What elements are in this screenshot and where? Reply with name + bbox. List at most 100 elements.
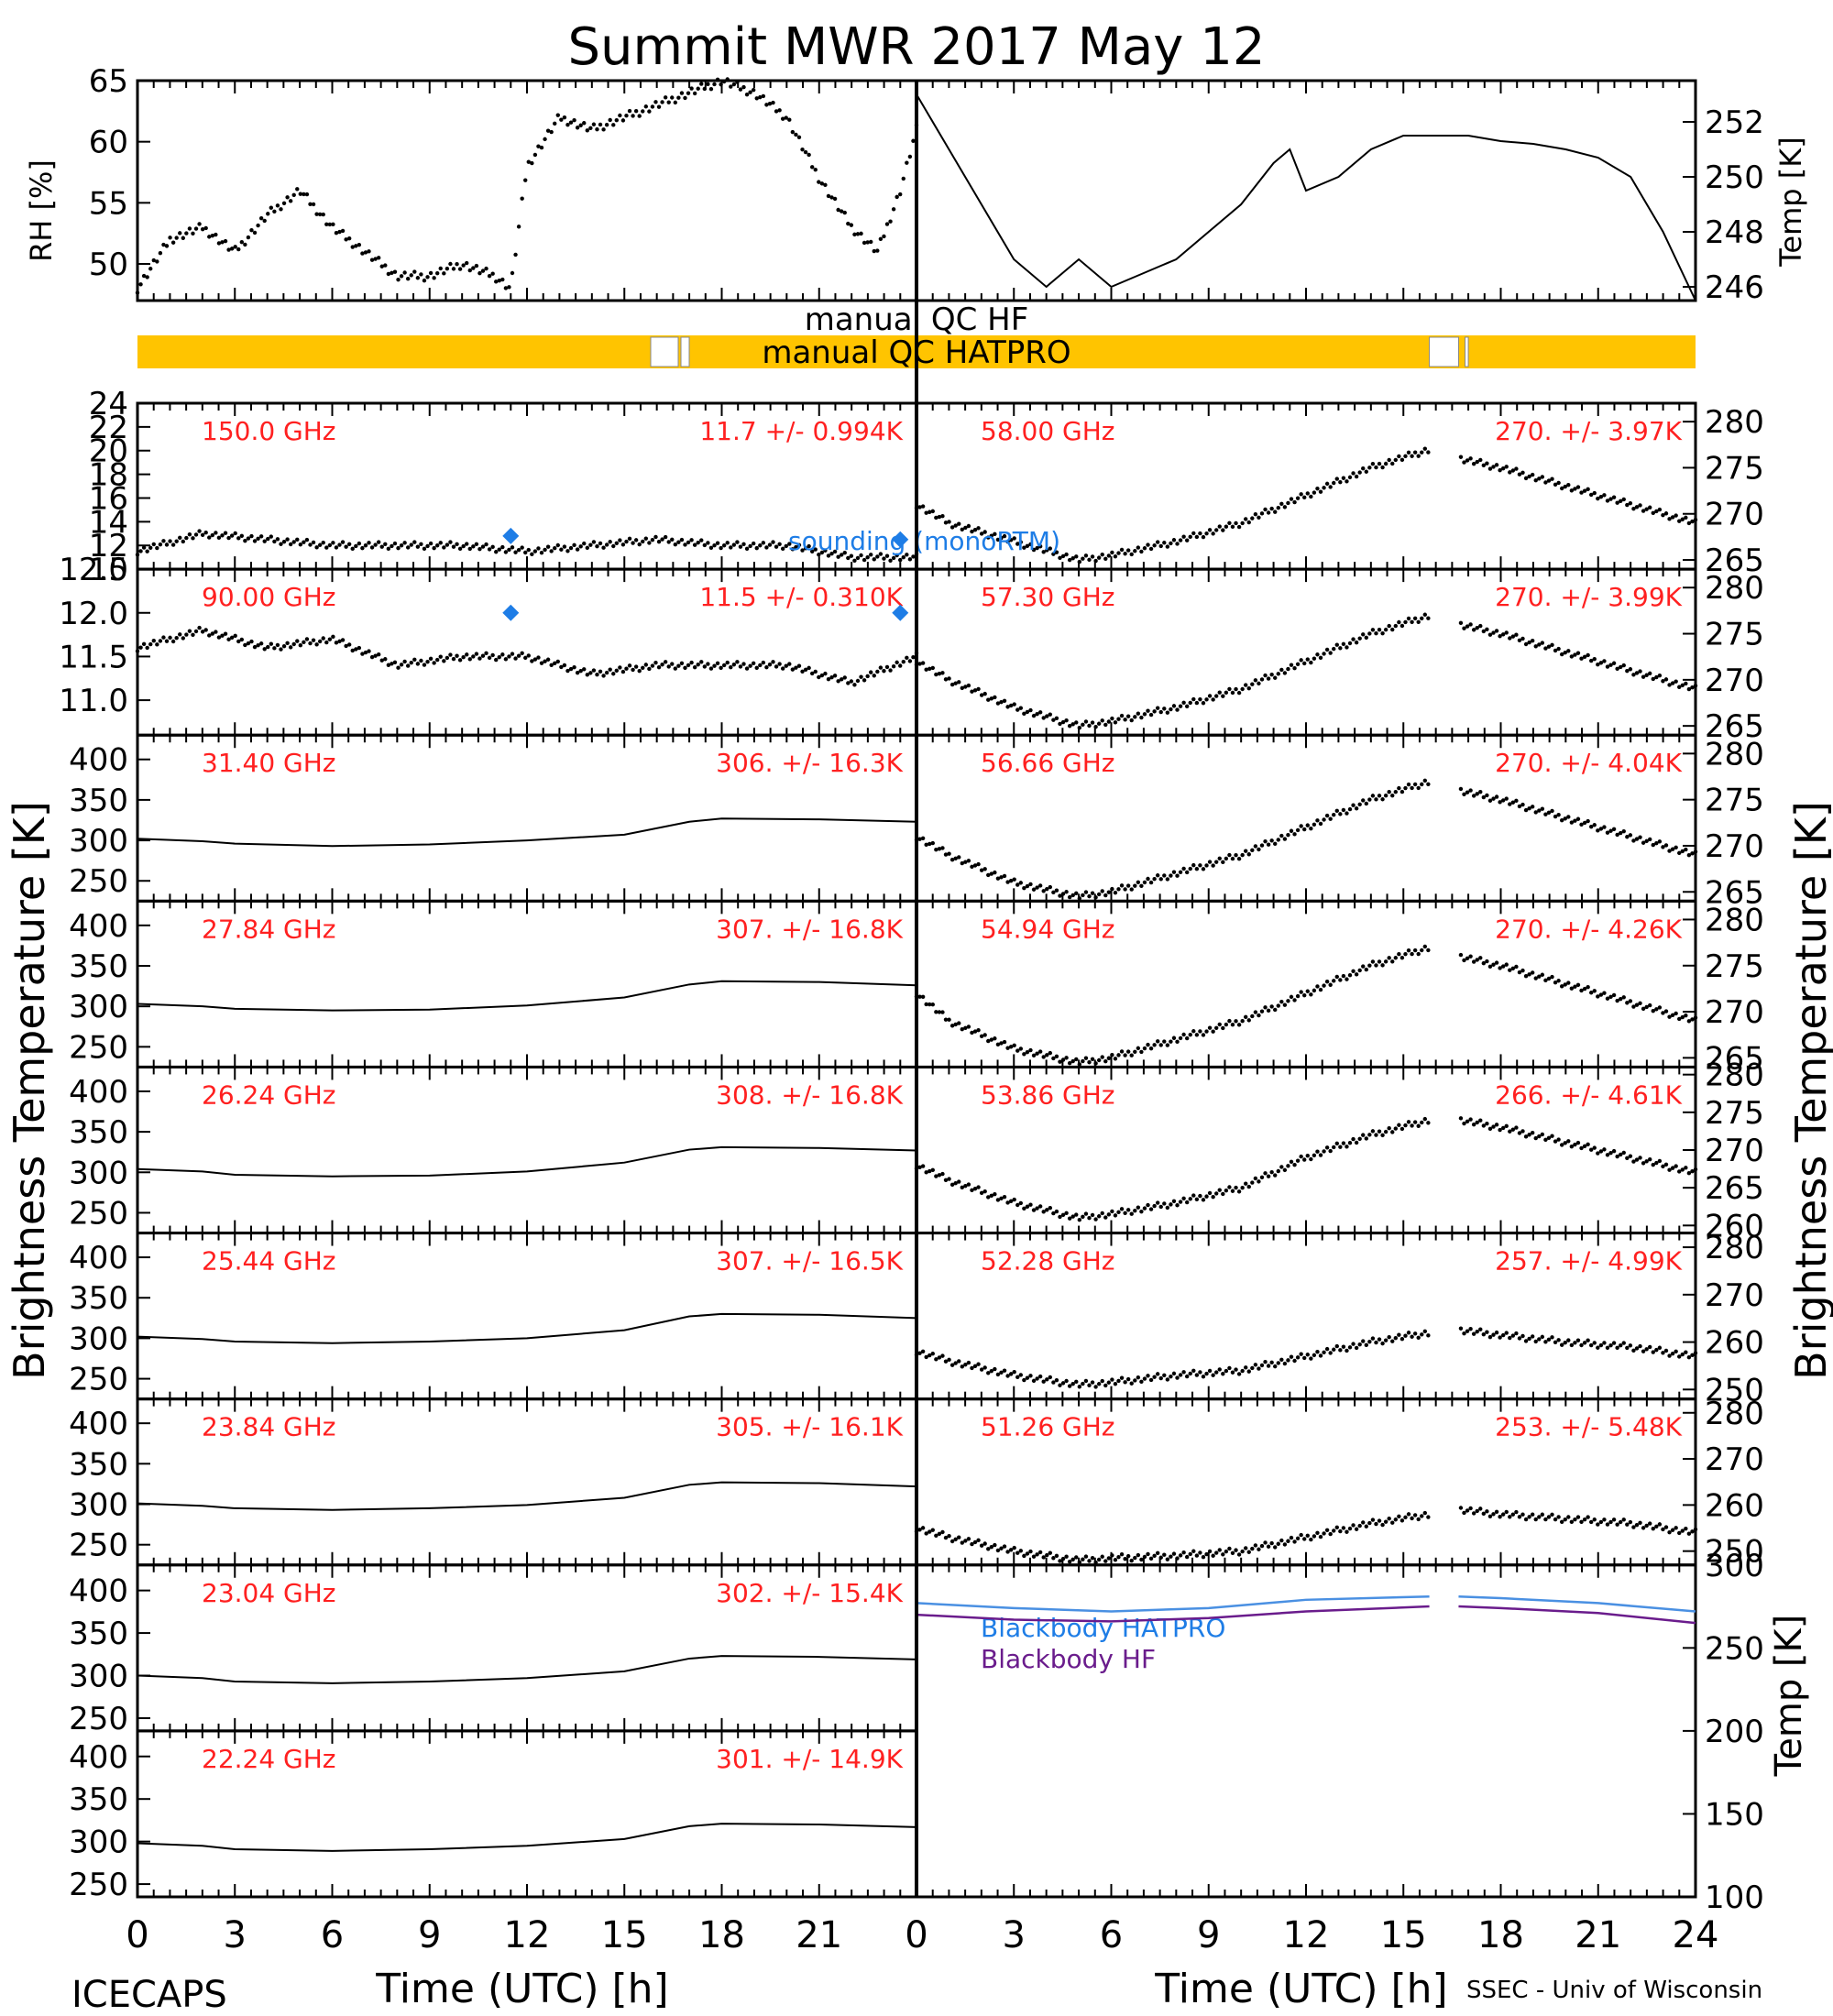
data-point: [1478, 457, 1483, 463]
data-point: [611, 543, 616, 549]
data-line: [137, 817, 917, 848]
data-point: [1677, 1354, 1682, 1359]
data-point: [467, 546, 472, 552]
frequency-label: 25.44 GHz: [202, 1246, 336, 1276]
data-point: [934, 1174, 938, 1178]
data-point: [1508, 1515, 1512, 1519]
data-point: [1684, 1013, 1688, 1018]
data-point: [1286, 832, 1290, 838]
data-point: [1393, 1517, 1399, 1522]
data-point: [1018, 1046, 1024, 1051]
data-point: [608, 667, 612, 672]
data-point: [1060, 1381, 1066, 1386]
data-point: [457, 267, 463, 271]
data-point: [1481, 463, 1487, 468]
data-point: [832, 674, 838, 678]
data-point: [1113, 1558, 1118, 1562]
data-point: [905, 160, 909, 165]
data-point: [1279, 1357, 1284, 1362]
data-point: [1148, 712, 1154, 718]
data-point: [735, 80, 740, 84]
y-tick-label: 400: [69, 1739, 128, 1776]
data-point: [631, 667, 635, 673]
data-point: [526, 547, 531, 553]
data-point: [1315, 1149, 1320, 1154]
data-point: [829, 552, 834, 556]
data-point: [1374, 797, 1378, 802]
data-point: [953, 1537, 958, 1542]
y-tick-label: 280: [1705, 902, 1764, 938]
data-point: [285, 195, 290, 200]
y-tick-label: 246: [1705, 269, 1764, 306]
data-point: [1351, 471, 1356, 476]
data-point: [1586, 818, 1590, 824]
data-point: [972, 688, 978, 693]
data-point: [1090, 1380, 1095, 1385]
data-point: [1553, 1139, 1558, 1144]
data-point: [1410, 619, 1414, 625]
data-point: [970, 1030, 974, 1035]
data-point: [1487, 632, 1493, 637]
data-point: [1289, 1535, 1294, 1540]
data-point: [963, 1362, 968, 1367]
data-point: [1116, 1053, 1121, 1057]
data-point: [1081, 893, 1085, 898]
data-point: [425, 660, 430, 664]
data-point: [1491, 1512, 1496, 1517]
y-tick-label: 250: [1705, 1372, 1764, 1408]
data-point: [1657, 673, 1663, 678]
data-point: [1012, 1545, 1016, 1550]
data-point: [1286, 1539, 1290, 1543]
data-point: [949, 525, 955, 530]
data-point: [1060, 1212, 1066, 1218]
data-point: [530, 659, 534, 663]
data-point: [210, 234, 214, 238]
data-point: [174, 539, 179, 543]
data-point: [774, 664, 779, 669]
data-point: [1074, 1379, 1079, 1385]
data-point: [1628, 833, 1633, 838]
data-point: [869, 670, 873, 674]
data-point: [465, 260, 469, 266]
data-point: [1546, 1337, 1552, 1342]
data-point: [1579, 490, 1584, 495]
data-point: [1598, 827, 1604, 831]
data-point: [1510, 1127, 1516, 1132]
data-point: [1178, 538, 1183, 542]
data-point: [1517, 1515, 1522, 1519]
data-point: [422, 663, 427, 667]
data-point: [1615, 1345, 1619, 1351]
data-point: [1324, 1145, 1330, 1150]
data-point: [1074, 1555, 1079, 1560]
data-point: [1191, 1368, 1196, 1373]
data-point: [1292, 1539, 1297, 1544]
data-point: [1083, 553, 1089, 558]
data-point: [1146, 1202, 1150, 1208]
data-point: [383, 542, 388, 546]
data-point: [214, 630, 218, 634]
data-point: [369, 257, 375, 262]
data-point: [281, 201, 287, 205]
data-point: [1250, 1180, 1255, 1185]
data-point: [1491, 962, 1496, 967]
data-point: [1051, 1056, 1056, 1061]
data-point: [618, 538, 622, 542]
data-point: [738, 544, 743, 549]
data-point: [1058, 555, 1062, 561]
data-point: [317, 212, 323, 217]
data-point: [1328, 982, 1333, 987]
data-point: [252, 644, 258, 650]
data-point: [1018, 1549, 1024, 1553]
data-point: [1374, 631, 1378, 636]
data-point: [1498, 634, 1502, 639]
data-point: [1250, 1365, 1255, 1371]
data-point: [748, 543, 752, 549]
data-point: [1592, 656, 1597, 662]
data-point: [1289, 1159, 1294, 1164]
data-point: [859, 674, 863, 679]
data-point: [1152, 1043, 1157, 1047]
